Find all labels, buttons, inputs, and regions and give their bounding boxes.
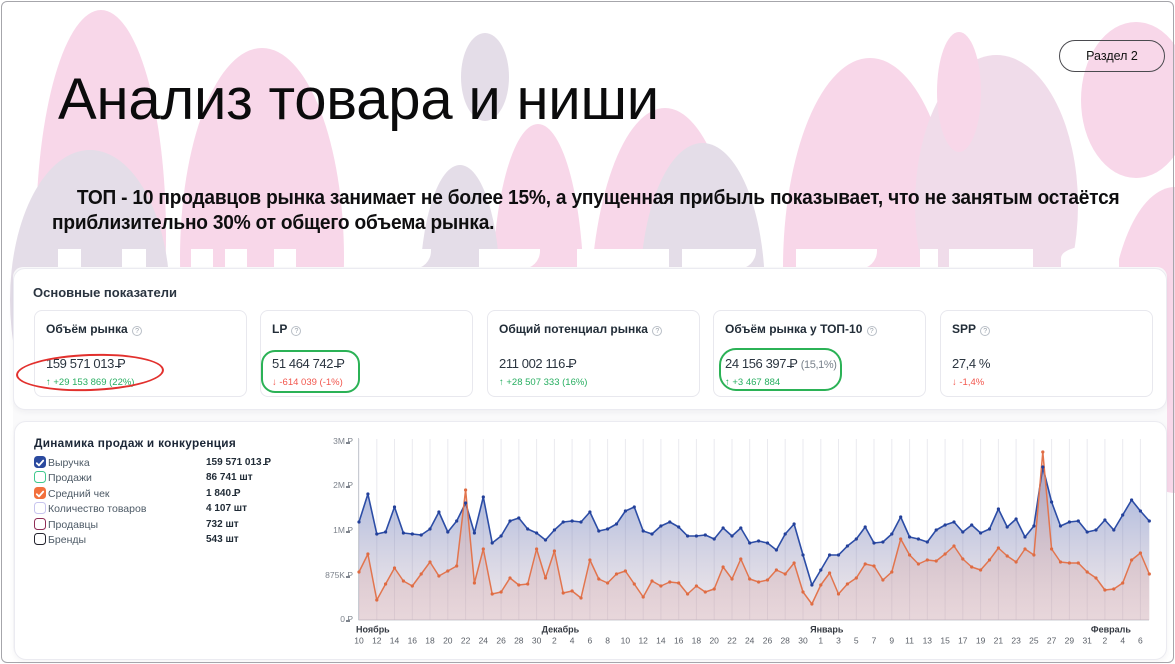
svg-text:28: 28: [780, 636, 790, 646]
svg-text:23: 23: [1011, 636, 1021, 646]
svg-text:Январь: Январь: [810, 625, 844, 635]
svg-text:Декабрь: Декабрь: [542, 625, 580, 635]
svg-text:28: 28: [514, 636, 524, 646]
svg-text:4: 4: [1120, 636, 1125, 646]
svg-text:25: 25: [1029, 636, 1039, 646]
svg-text:22: 22: [727, 636, 737, 646]
svg-text:24: 24: [745, 636, 755, 646]
svg-text:19: 19: [976, 636, 986, 646]
svg-text:9: 9: [889, 636, 894, 646]
svg-text:22: 22: [461, 636, 471, 646]
svg-text:21: 21: [994, 636, 1004, 646]
svg-text:7: 7: [872, 636, 877, 646]
svg-text:2: 2: [552, 636, 557, 646]
svg-text:14: 14: [390, 636, 400, 646]
svg-text:10: 10: [354, 636, 364, 646]
svg-text:15: 15: [940, 636, 950, 646]
svg-text:3: 3: [836, 636, 841, 646]
svg-text:30: 30: [798, 636, 808, 646]
svg-text:12: 12: [638, 636, 648, 646]
svg-text:18: 18: [692, 636, 702, 646]
svg-text:20: 20: [709, 636, 719, 646]
svg-text:6: 6: [1138, 636, 1143, 646]
svg-text:12: 12: [372, 636, 382, 646]
svg-text:1: 1: [818, 636, 823, 646]
svg-text:26: 26: [763, 636, 773, 646]
svg-text:14: 14: [656, 636, 666, 646]
svg-text:6: 6: [588, 636, 593, 646]
svg-text:11: 11: [905, 636, 914, 646]
svg-text:24: 24: [479, 636, 489, 646]
svg-text:10: 10: [621, 636, 631, 646]
svg-text:27: 27: [1047, 636, 1057, 646]
svg-text:2: 2: [1103, 636, 1108, 646]
svg-text:5: 5: [854, 636, 859, 646]
svg-text:Ноябрь: Ноябрь: [356, 625, 390, 635]
svg-text:29: 29: [1065, 636, 1075, 646]
svg-text:8: 8: [605, 636, 610, 646]
svg-text:16: 16: [408, 636, 418, 646]
svg-text:20: 20: [443, 636, 453, 646]
svg-text:13: 13: [923, 636, 933, 646]
svg-text:Февраль: Февраль: [1091, 625, 1131, 635]
svg-text:30: 30: [532, 636, 542, 646]
svg-text:26: 26: [496, 636, 506, 646]
svg-text:31: 31: [1082, 636, 1092, 646]
svg-text:4: 4: [570, 636, 575, 646]
svg-text:17: 17: [958, 636, 968, 646]
svg-text:16: 16: [674, 636, 684, 646]
svg-text:18: 18: [425, 636, 435, 646]
